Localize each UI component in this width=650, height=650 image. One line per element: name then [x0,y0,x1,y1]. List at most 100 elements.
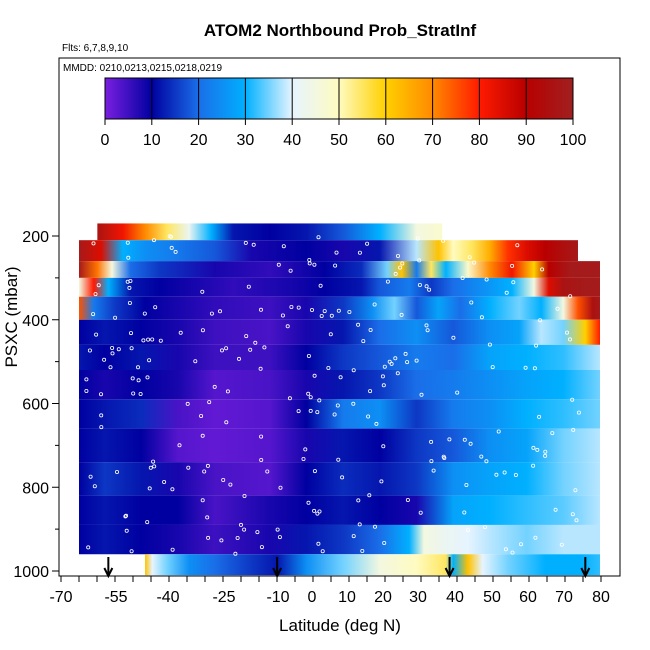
sample-point [361,339,366,344]
heatmap-layer [79,495,600,525]
colorbar-tick-label: 100 [560,132,587,149]
sample-point [158,338,163,343]
sample-point [200,498,205,503]
sample-point [479,315,484,320]
sample-point [259,545,264,550]
sample-point [496,429,501,434]
colorbar-tick-label: 80 [471,132,489,149]
sample-point [510,550,515,555]
sample-point [351,401,356,406]
sample-point [312,262,317,267]
sample-point [576,410,581,415]
sample-point [332,412,337,417]
sample-point [317,509,322,514]
sample-point [287,396,292,401]
sample-point [487,342,492,347]
sample-point [138,391,143,396]
sample-point [381,383,386,388]
sample-point [219,348,224,353]
sample-point [236,356,241,361]
sample-point [130,376,135,381]
sample-point [280,313,285,318]
sample-point [285,324,290,329]
sample-point [467,255,472,260]
sample-point [462,437,467,442]
sample-point [127,300,132,305]
sample-point [125,279,130,284]
sample-point [336,308,341,313]
sample-point [568,294,573,299]
sample-point [162,479,167,484]
x-tick-label: 40 [446,589,464,606]
flights-label: Flts: 6,7,8,9,10 [62,43,129,54]
sample-point [537,414,542,419]
profile-arrow [580,557,591,579]
sample-point [152,464,157,469]
sample-point [441,454,446,459]
colorbar-tick-label: 60 [377,132,395,149]
x-tick-label: -40 [156,589,179,606]
plot-frame [58,57,621,577]
dates-label: MMDD: 0210,0213,0215,0218,0219 [63,63,222,74]
sample-point [206,535,211,540]
sample-point [306,391,311,396]
sample-point [372,302,377,307]
sample-point [238,522,243,527]
sample-point [367,493,372,498]
sample-point [553,507,558,512]
sample-point [479,454,484,459]
sample-point [379,479,384,484]
sample-point [565,234,570,239]
sample-point [193,359,198,364]
sample-point [532,366,537,371]
heatmap-layer [79,261,600,278]
sample-point [425,328,430,333]
sample-point [366,414,371,419]
profile-arrow [444,557,455,579]
sample-point [221,477,226,482]
sample-point [387,359,392,364]
sample-point [115,469,120,474]
sample-point [169,245,174,250]
sample-point [328,332,333,337]
sample-point [356,498,361,503]
sample-point [99,392,104,397]
sample-point [540,267,545,272]
sample-point [306,353,311,358]
sample-point [116,347,121,352]
sample-point [219,538,224,543]
heatmap-layer [97,223,443,241]
y-tick-label: 600 [22,397,49,414]
sample-point [465,528,470,533]
sample-point [177,443,182,448]
sample-point [124,528,129,533]
sample-point [381,444,386,449]
chart-title: ATOM2 Northbound Prob_StratInf [204,21,477,40]
sample-point [88,474,93,479]
sample-point [372,524,377,529]
sample-point [538,318,543,323]
sample-point [318,283,323,288]
sample-point [405,497,410,502]
sample-point [145,375,150,380]
sample-point [151,238,156,243]
sample-point [322,309,327,314]
sample-point [531,463,536,468]
sample-point [124,513,129,518]
sample-point [334,250,339,255]
sample-point [281,244,286,249]
sample-point [262,345,267,350]
sample-point [417,282,422,287]
sample-point [320,549,325,554]
sample-point [306,500,311,505]
sample-point [429,459,434,464]
sample-point [405,360,410,365]
x-tick-label: 10 [338,589,356,606]
sample-point [393,356,398,361]
sample-point [418,510,423,515]
sample-point [315,410,320,415]
sample-point [356,322,361,327]
sample-point [147,358,152,363]
sample-point [136,378,141,383]
sample-point [573,488,578,493]
